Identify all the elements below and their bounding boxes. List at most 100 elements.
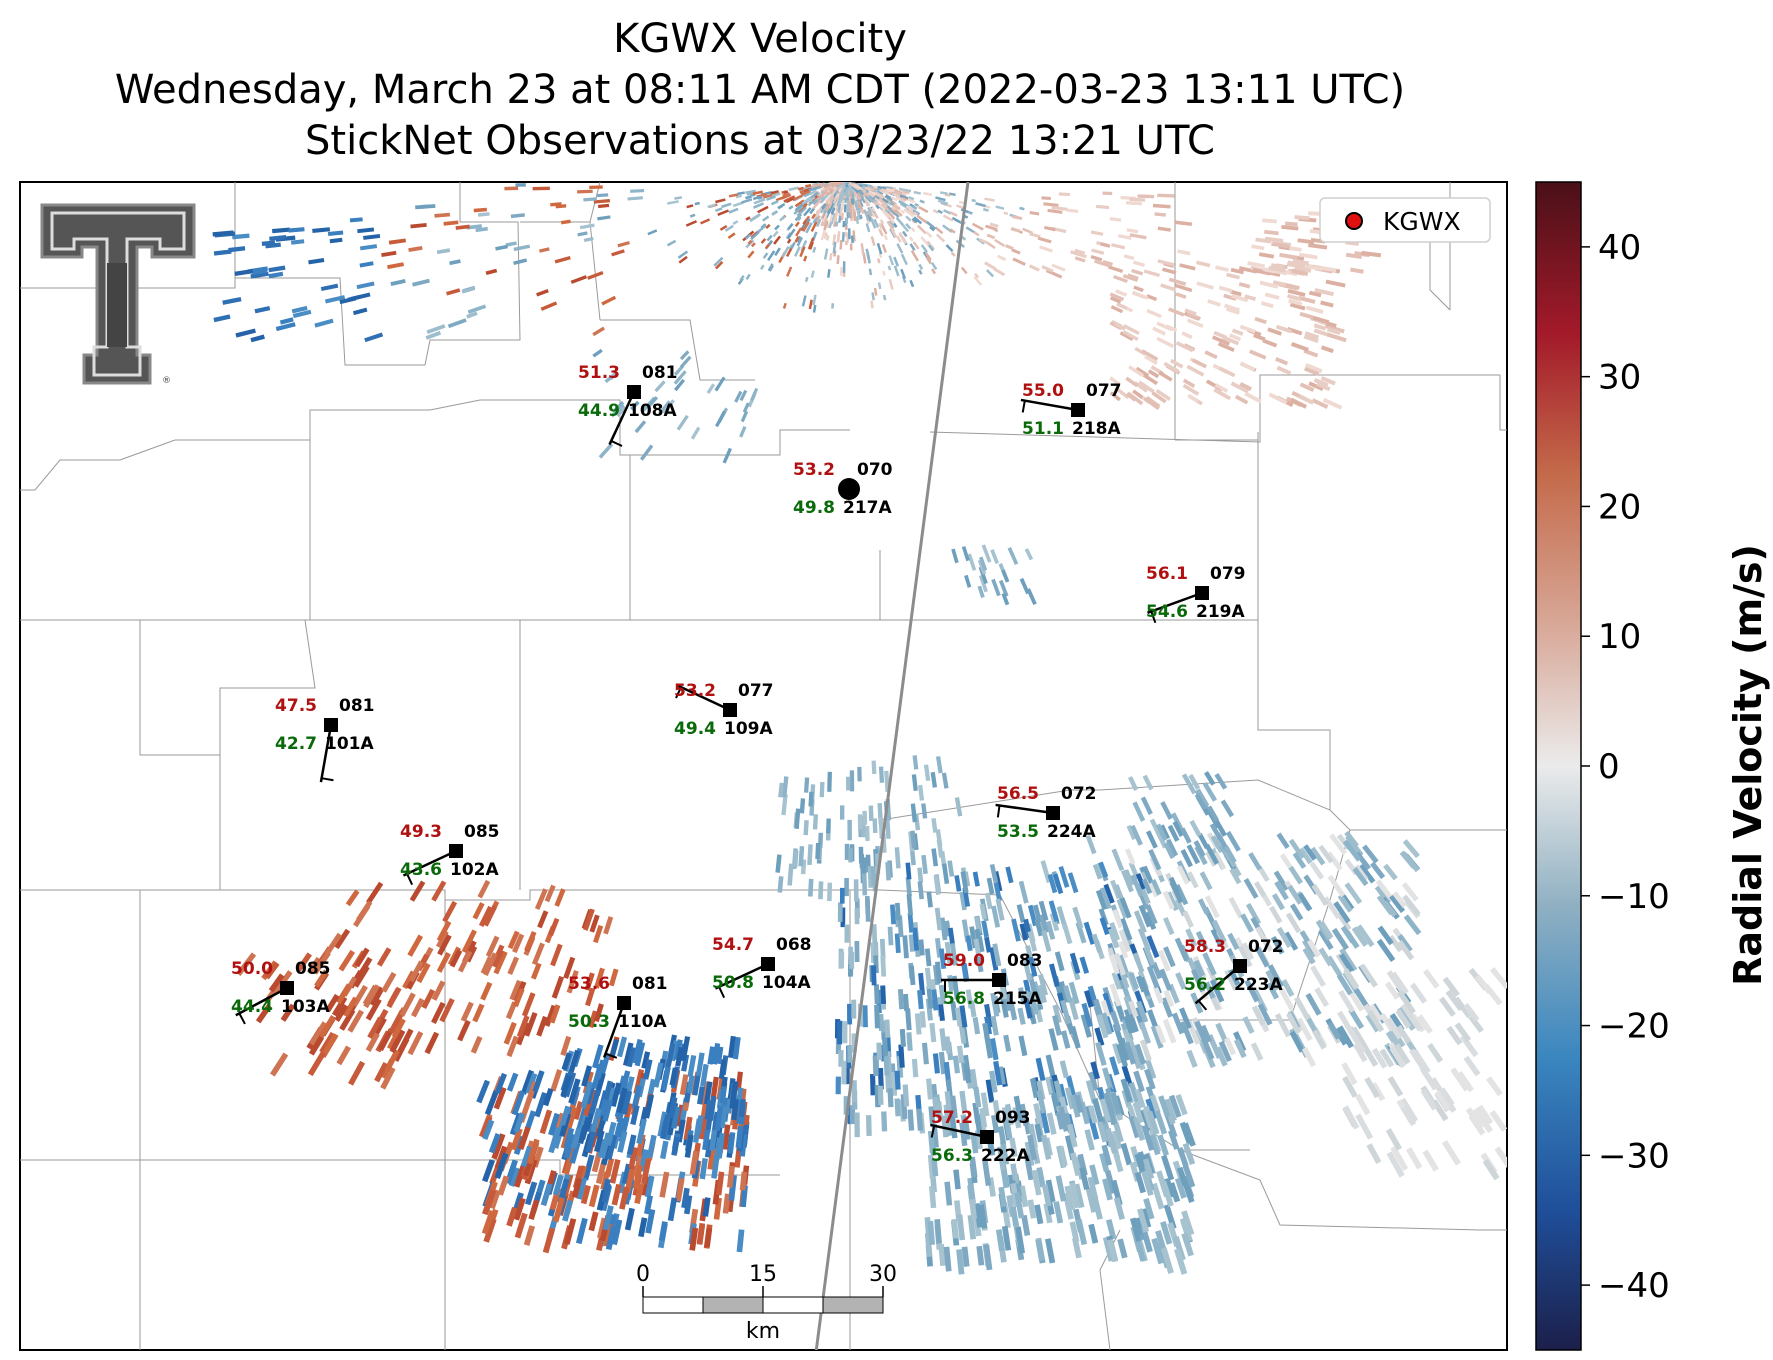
colorbar-tick-8: −40: [1598, 1266, 1670, 1306]
station-224A: 56.5 072 53.5 224A: [995, 784, 1097, 842]
station-id: 110A: [618, 1012, 667, 1032]
colorbar-tick-5: −10: [1598, 877, 1670, 917]
station-speed-max: 59.0: [943, 951, 985, 971]
station-id: 222A: [981, 1146, 1030, 1166]
title-line-3: StickNet Observations at 03/23/22 13:21 …: [305, 118, 1215, 164]
station-speed-max: 53.2: [674, 681, 716, 701]
station-215A: 59.0 083 56.8 215A: [941, 951, 1043, 1009]
legend-box: KGWX: [1319, 197, 1491, 243]
station-id: 215A: [993, 989, 1042, 1009]
svg-text:®: ®: [162, 376, 171, 386]
station-219A: 56.1 079 54.6 219A: [1146, 564, 1246, 624]
scale-bar: 0 15 30 km: [636, 1262, 897, 1344]
station-speed-max: 55.0: [1022, 381, 1064, 401]
station-speed-mean: 53.5: [997, 822, 1039, 842]
station-direction: 085: [295, 959, 331, 979]
map-frame: [19, 181, 1508, 1351]
station-direction: 077: [738, 681, 774, 701]
station-id: 219A: [1196, 602, 1245, 622]
station-id: 102A: [450, 860, 499, 880]
station-109A: 53.2 077 49.4 109A: [674, 681, 773, 739]
title-line-2: Wednesday, March 23 at 08:11 AM CDT (202…: [114, 67, 1406, 113]
station-speed-mean: 56.2: [1184, 975, 1226, 995]
station-direction: 081: [632, 974, 668, 994]
station-speed-mean: 56.8: [943, 989, 985, 1009]
station-id: 103A: [281, 997, 330, 1017]
station-id: 101A: [325, 734, 374, 754]
station-speed-mean: 49.8: [793, 498, 835, 518]
station-id: 224A: [1047, 822, 1096, 842]
title-line-1: KGWX Velocity: [613, 16, 907, 62]
colorbar-tick-2: 20: [1598, 487, 1641, 527]
colorbar: 40 30 20 10 0 −10 −20 −30 −40 Radial Velocity (m…: [1535, 181, 1770, 1351]
station-speed-max: 47.5: [275, 696, 317, 716]
station-speed-max: 51.3: [578, 363, 620, 383]
colorbar-tick-6: −20: [1598, 1007, 1670, 1047]
station-speed-max: 58.3: [1184, 937, 1226, 957]
station-id: 109A: [724, 719, 773, 739]
station-id: 223A: [1234, 975, 1283, 995]
station-102A: 49.3 085 43.6 102A: [400, 822, 500, 886]
station-direction: 068: [776, 935, 812, 955]
radial-velocity-data: [212, 182, 1507, 1275]
station-104A: 54.7 068 50.8 104A: [712, 935, 812, 999]
station-direction: 072: [1248, 937, 1284, 957]
station-direction: 079: [1210, 564, 1246, 584]
station-direction: 077: [1086, 381, 1122, 401]
texas-tech-double-t-logo: ®: [40, 203, 196, 386]
station-110A: 53.6 081 50.3 110A: [568, 974, 668, 1059]
station-direction: 081: [339, 696, 375, 716]
station-222A: 57.2 093 56.3 222A: [930, 1108, 1031, 1166]
figure-title: KGWX Velocity Wednesday, March 23 at 08:…: [0, 14, 1520, 167]
colorbar-label: Radial Velocity (m/s): [1726, 544, 1770, 986]
station-101A: 47.5 081 42.7 101A: [275, 696, 375, 783]
colorbar-gradient: [1535, 181, 1582, 1351]
station-108A: 51.3 081 44.9 108A: [578, 363, 678, 447]
station-speed-max: 53.2: [793, 460, 835, 480]
station-speed-max: 54.7: [712, 935, 754, 955]
station-217A: 53.2 070 49.8 217A: [793, 460, 893, 518]
station-id: 104A: [762, 973, 811, 993]
highway-line: [814, 182, 970, 1350]
station-speed-max: 49.3: [400, 822, 442, 842]
station-speed-mean: 54.6: [1146, 602, 1188, 622]
station-speed-mean: 50.8: [712, 973, 754, 993]
station-id: 108A: [628, 401, 677, 421]
colorbar-tick-0: 40: [1598, 228, 1641, 268]
station-speed-max: 57.2: [931, 1108, 973, 1128]
colorbar-tick-1: 30: [1598, 358, 1641, 398]
scale-unit: km: [746, 1319, 780, 1344]
station-speed-mean: 44.9: [578, 401, 620, 421]
colorbar-tick-7: −30: [1598, 1136, 1670, 1176]
station-speed-mean: 56.3: [931, 1146, 973, 1166]
station-223A: 58.3 072 56.2 223A: [1184, 937, 1284, 1011]
station-direction: 070: [857, 460, 893, 480]
sticknet-stations: 51.3 081 44.9 108A 55.0 077 51.1 218A 53.2 070 49.…: [231, 363, 1283, 1166]
station-id: 217A: [843, 498, 892, 518]
station-speed-mean: 51.1: [1022, 419, 1064, 439]
station-direction: 081: [642, 363, 678, 383]
station-speed-max: 56.1: [1146, 564, 1188, 584]
legend-label: KGWX: [1383, 207, 1461, 236]
scale-tick-30: 30: [869, 1262, 897, 1287]
station-id: 218A: [1072, 419, 1121, 439]
scale-tick-15: 15: [749, 1262, 777, 1287]
scale-tick-0: 0: [636, 1262, 650, 1287]
station-speed-mean: 49.4: [674, 719, 716, 739]
station-speed-mean: 42.7: [275, 734, 317, 754]
station-speed-mean: 43.6: [400, 860, 442, 880]
station-direction: 083: [1007, 951, 1043, 971]
station-direction: 093: [995, 1108, 1031, 1128]
radar-site-marker: [838, 478, 860, 500]
station-speed-mean: 50.3: [568, 1012, 610, 1032]
station-speed-max: 50.0: [231, 959, 273, 979]
station-direction: 072: [1061, 784, 1097, 804]
legend-marker: [1345, 212, 1363, 230]
station-speed-mean: 44.4: [231, 997, 273, 1017]
station-218A: 55.0 077 51.1 218A: [1020, 381, 1122, 439]
station-speed-max: 53.6: [568, 974, 610, 994]
colorbar-tick-4: 0: [1598, 747, 1620, 787]
station-speed-max: 56.5: [997, 784, 1039, 804]
station-direction: 085: [464, 822, 500, 842]
